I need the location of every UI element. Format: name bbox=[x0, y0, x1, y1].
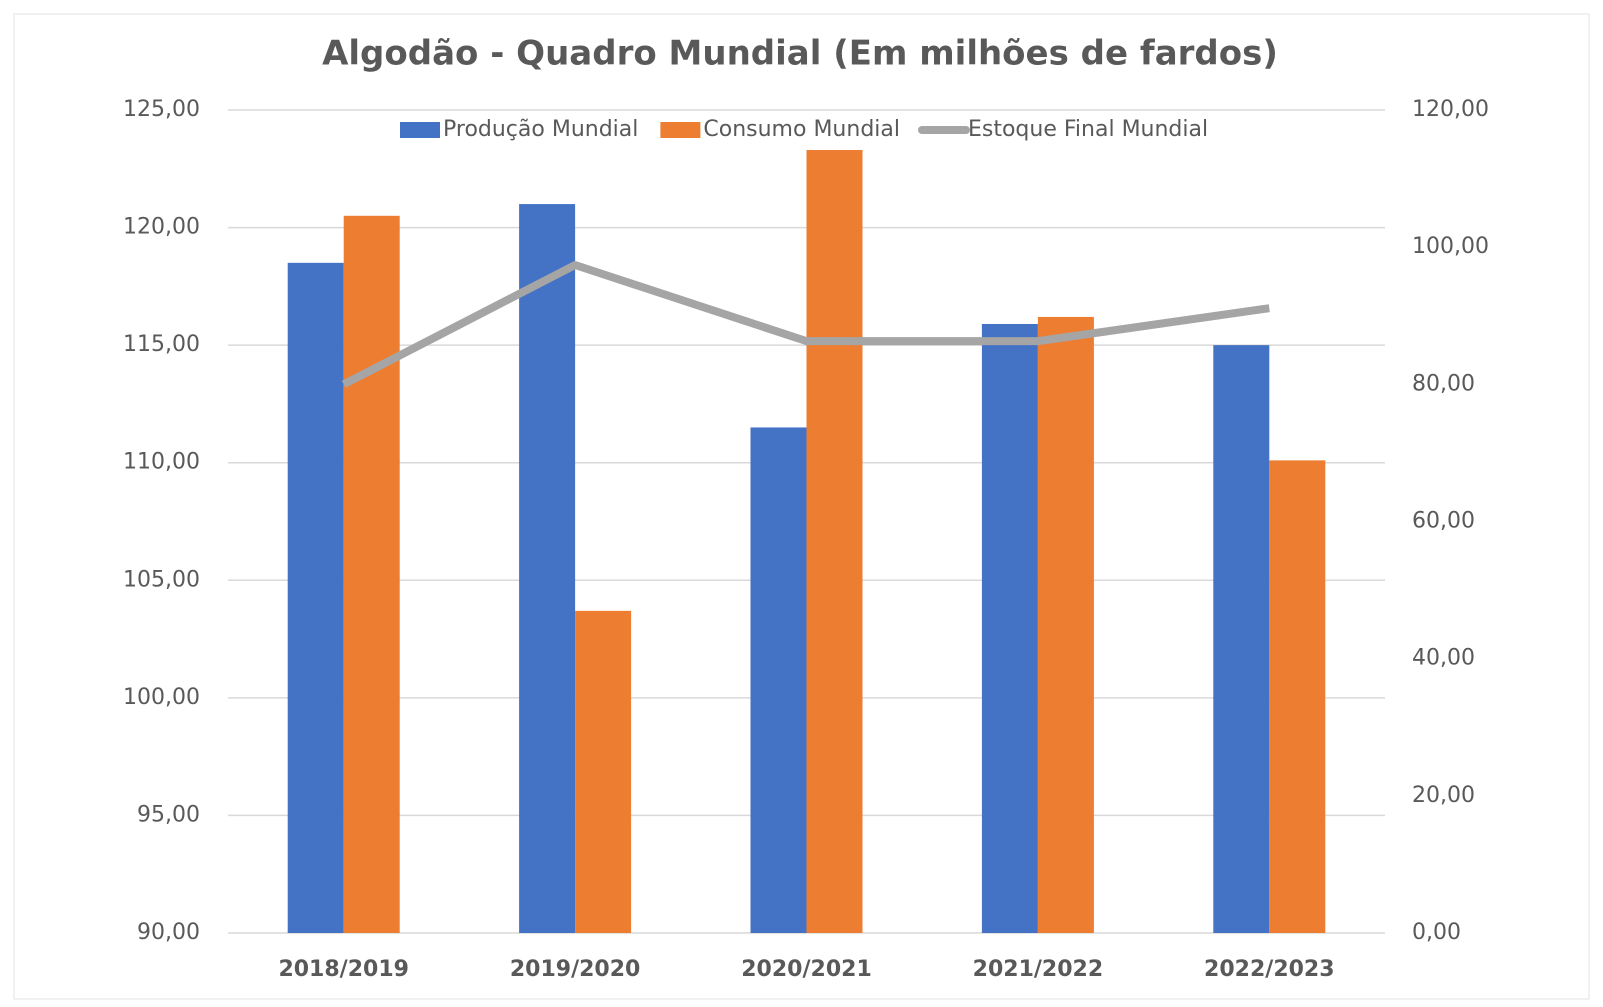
bar bbox=[806, 149, 863, 933]
bar bbox=[1213, 345, 1270, 934]
bar bbox=[1037, 316, 1094, 933]
y2-tick-label: 0,00 bbox=[1412, 920, 1461, 945]
legend-label: Consumo Mundial bbox=[703, 117, 900, 142]
y2-tick-label: 100,00 bbox=[1412, 234, 1489, 259]
x-tick-label: 2021/2022 bbox=[973, 957, 1104, 982]
legend-label: Estoque Final Mundial bbox=[968, 117, 1208, 142]
legend-swatch bbox=[660, 122, 701, 138]
bar bbox=[519, 204, 576, 934]
bar bbox=[1269, 460, 1326, 933]
bar bbox=[575, 610, 632, 933]
x-tick-label: 2018/2019 bbox=[278, 957, 409, 982]
y-tick-label: 115,00 bbox=[123, 332, 200, 357]
y-tick-label: 120,00 bbox=[123, 215, 200, 240]
legend-label: Produção Mundial bbox=[443, 117, 638, 142]
y-tick-label: 90,00 bbox=[137, 920, 200, 945]
y2-tick-label: 80,00 bbox=[1412, 371, 1475, 396]
y2-tick-label: 40,00 bbox=[1412, 646, 1475, 671]
x-tick-label: 2022/2023 bbox=[1204, 957, 1335, 982]
y2-tick-label: 120,00 bbox=[1412, 97, 1489, 122]
y2-tick-label: 20,00 bbox=[1412, 783, 1475, 808]
y-tick-label: 105,00 bbox=[123, 567, 200, 592]
y2-tick-label: 60,00 bbox=[1412, 509, 1475, 534]
bar bbox=[981, 323, 1038, 934]
legend-swatch bbox=[400, 122, 440, 138]
y-tick-label: 95,00 bbox=[137, 802, 200, 827]
y-tick-label: 110,00 bbox=[123, 450, 200, 475]
chart-title: Algodão - Quadro Mundial (Em milhões de … bbox=[322, 34, 1278, 74]
bar bbox=[750, 427, 807, 933]
line bbox=[341, 260, 1270, 388]
y-tick-label: 125,00 bbox=[123, 97, 200, 122]
bar bbox=[343, 215, 400, 934]
x-tick-label: 2019/2020 bbox=[510, 957, 641, 982]
x-tick-label: 2020/2021 bbox=[741, 957, 872, 982]
bar bbox=[287, 262, 344, 933]
y-tick-label: 100,00 bbox=[123, 685, 200, 710]
